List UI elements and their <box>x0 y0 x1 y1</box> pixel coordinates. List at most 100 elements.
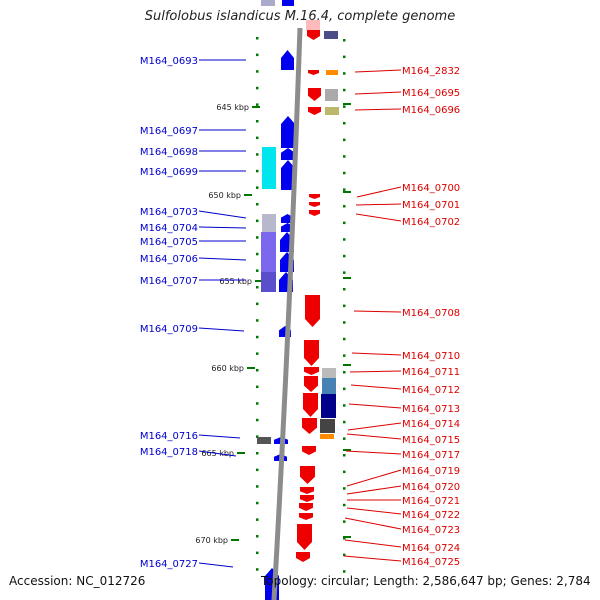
gene-label-right: M164_0708 <box>402 308 460 319</box>
major-tick <box>343 191 351 193</box>
tick-mark <box>343 288 346 291</box>
tick-mark <box>343 321 346 324</box>
tick-mark <box>256 568 259 571</box>
tick-mark <box>256 352 259 355</box>
tick-mark <box>256 501 259 505</box>
gene-label-right: M164_0724 <box>402 543 460 554</box>
leader-line <box>198 226 247 229</box>
gene-label-left: M164_0718 <box>140 447 198 458</box>
tick-mark <box>256 186 259 189</box>
tick-mark <box>256 385 259 389</box>
misc-feature <box>261 272 276 292</box>
forward-gene-arrow <box>281 160 295 190</box>
leader-line <box>353 310 402 313</box>
misc-feature <box>324 31 338 39</box>
leader-line <box>344 517 402 530</box>
reverse-gene-arrow <box>300 487 314 494</box>
leader-line <box>354 108 402 111</box>
tick-mark <box>256 219 259 223</box>
gene-label-left: M164_0698 <box>140 147 198 158</box>
leader-line <box>355 213 402 222</box>
reverse-gene-arrow <box>309 210 320 216</box>
gene-label-right: M164_0720 <box>402 482 460 493</box>
tick-mark <box>343 188 346 191</box>
misc-feature <box>326 70 338 75</box>
tick-mark <box>343 503 346 507</box>
leader-line <box>346 507 402 515</box>
scale-label: 650 kbp <box>208 191 241 200</box>
tick-mark <box>256 452 259 455</box>
gene-label-right: M164_0695 <box>402 88 460 99</box>
tick-mark <box>343 105 346 108</box>
tick-mark <box>343 420 346 424</box>
reverse-gene-arrow <box>304 376 318 392</box>
gene-label-right: M164_0725 <box>402 557 460 568</box>
tick-mark <box>256 435 259 438</box>
tick-mark <box>343 454 346 457</box>
tick-mark <box>343 138 346 142</box>
scale-label: 660 kbp <box>211 364 244 373</box>
tick-mark <box>256 468 259 472</box>
tick-mark <box>256 236 259 239</box>
misc-feature <box>261 0 275 6</box>
tick-mark <box>256 369 259 372</box>
tick-mark <box>343 88 346 92</box>
gene-label-right: M164_0700 <box>402 183 460 194</box>
genome-summary: Topology: circular; Length: 2,586,647 bp… <box>261 574 591 588</box>
tick-mark <box>343 39 346 42</box>
gene-label-right: M164_0702 <box>402 217 460 228</box>
tick-mark <box>343 304 346 308</box>
gene-label-right: M164_0721 <box>402 496 460 507</box>
gene-label-left: M164_0699 <box>140 167 198 178</box>
tick-mark <box>256 153 259 156</box>
reverse-gene-arrow <box>308 107 321 115</box>
tick-mark <box>256 402 259 405</box>
misc-feature <box>261 232 276 272</box>
gene-label-right: M164_0722 <box>402 510 460 521</box>
gene-label-right: M164_0723 <box>402 525 460 536</box>
major-tick <box>343 364 351 366</box>
tick-marks <box>256 37 346 573</box>
forward-gene-arrow <box>282 0 294 6</box>
major-tick <box>343 449 351 451</box>
tick-mark <box>256 518 259 521</box>
tick-mark <box>343 387 346 391</box>
reverse-gene-arrow <box>309 202 320 207</box>
tick-mark <box>343 72 346 75</box>
reverse-gene-arrow <box>304 367 319 375</box>
tick-mark <box>256 103 259 106</box>
misc-feature <box>322 368 336 378</box>
reverse-gene-arrow <box>308 88 321 101</box>
leader-line <box>349 370 402 373</box>
gene-label-left: M164_0707 <box>140 276 198 287</box>
leader-line <box>355 203 402 206</box>
reverse-gene-arrow <box>296 552 310 562</box>
tick-mark <box>256 70 259 73</box>
tick-mark <box>256 335 259 339</box>
major-tick <box>252 106 260 108</box>
major-tick <box>237 452 245 454</box>
gene-label-right: M164_0719 <box>402 466 460 477</box>
tick-mark <box>256 53 259 57</box>
gene-label-right: M164_0714 <box>402 419 460 430</box>
tick-mark <box>343 470 346 474</box>
misc-feature <box>320 434 334 439</box>
major-tick <box>247 367 255 369</box>
gene-label-right: M164_0711 <box>402 367 460 378</box>
major-tick <box>343 277 351 279</box>
leader-line <box>198 434 241 439</box>
tick-mark <box>256 418 259 422</box>
map-title: Sulfolobus islandicus M.16.4, complete g… <box>144 9 456 24</box>
leader-line <box>350 384 402 390</box>
leader-line <box>348 403 402 409</box>
accession-text: Accession: NC_012726 <box>9 574 146 588</box>
tick-mark <box>256 319 259 322</box>
misc-feature <box>262 214 276 232</box>
misc-feature <box>257 437 271 444</box>
major-tick <box>244 194 252 196</box>
tick-mark <box>343 553 346 557</box>
reverse-gene-arrow <box>309 194 320 199</box>
leader-line <box>347 422 402 431</box>
leader-line <box>198 210 247 219</box>
